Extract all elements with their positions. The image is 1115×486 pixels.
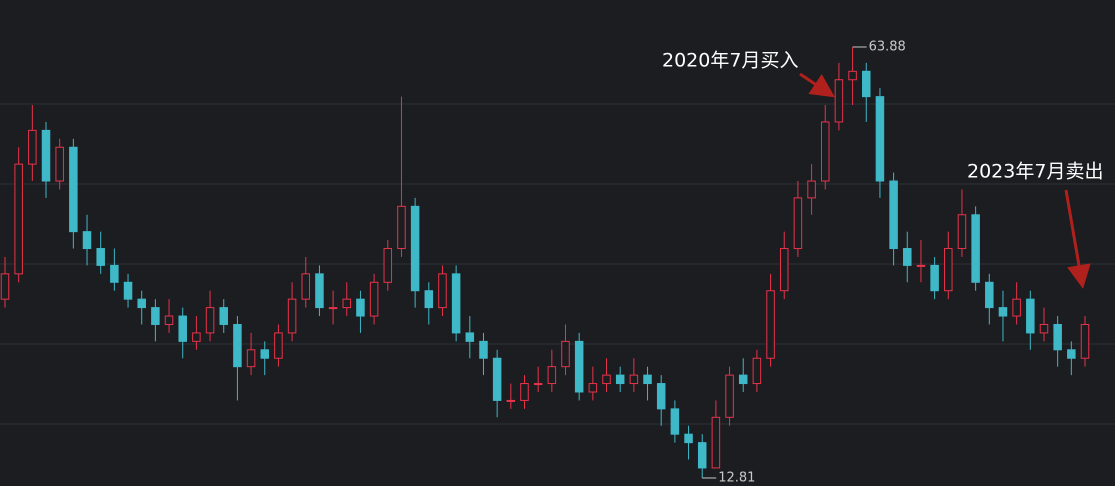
candle-body <box>451 273 461 334</box>
candle-body <box>1039 323 1049 334</box>
candle-body <box>246 349 256 368</box>
candle-body <box>697 442 707 469</box>
candle-body <box>793 197 803 250</box>
candle-body <box>985 281 994 309</box>
candle-body <box>41 129 51 182</box>
candle-body <box>602 374 611 385</box>
candle-body <box>96 248 105 266</box>
candle-body <box>274 332 283 359</box>
candle-body <box>1053 323 1062 351</box>
low-label: 12.81 <box>718 470 755 485</box>
candle-body <box>1012 298 1021 317</box>
candle-body <box>889 180 898 250</box>
annotation: 2020年7月买入 <box>662 50 798 72</box>
candle-body <box>14 163 23 275</box>
candle-body <box>629 374 639 385</box>
candle-body <box>438 273 447 309</box>
candle-body <box>110 264 119 283</box>
candle-body <box>1026 298 1035 334</box>
candle-body <box>725 374 734 418</box>
candle-body <box>164 315 174 325</box>
candle-body <box>369 281 379 317</box>
candle-body <box>492 357 502 401</box>
candle-body <box>738 374 748 385</box>
candle-body <box>397 205 406 250</box>
candle-body <box>916 264 926 267</box>
candle-body <box>957 214 967 250</box>
candle-body <box>356 298 365 317</box>
candle-body <box>287 298 297 334</box>
candle-body <box>506 399 516 402</box>
candle-body <box>903 248 912 266</box>
candle-body <box>424 290 434 309</box>
candles <box>0 47 1090 478</box>
candle-body <box>520 383 529 401</box>
candle-body <box>192 332 201 342</box>
candle-body <box>971 214 980 283</box>
candle-body <box>55 146 64 182</box>
candle-body <box>205 307 215 334</box>
candle-body <box>588 383 598 393</box>
candle-body <box>233 323 242 368</box>
candle-body <box>684 433 693 444</box>
candle-body <box>1067 349 1076 359</box>
candle-body <box>807 180 816 199</box>
candle-body <box>820 121 830 182</box>
candle-body <box>260 349 270 359</box>
candle-body <box>328 307 338 310</box>
candle-body <box>383 248 393 283</box>
candle-body <box>465 332 475 342</box>
candle-body <box>643 374 652 385</box>
candle-body <box>834 79 844 123</box>
candle-body <box>752 357 762 385</box>
candle-body <box>998 307 1008 317</box>
candle-body <box>848 70 857 81</box>
annotation: 2023年7月卖出 <box>967 161 1103 183</box>
candle-body <box>1080 323 1090 359</box>
candle-body <box>656 383 666 410</box>
candle-body <box>410 205 420 292</box>
candle-body <box>862 70 871 98</box>
candle-body <box>315 273 324 309</box>
candle-body <box>561 340 570 368</box>
candle-body <box>82 231 92 250</box>
candle-body <box>479 340 488 359</box>
candle-body <box>670 408 680 435</box>
candle-body <box>342 298 352 309</box>
arrow <box>1064 189 1091 289</box>
candle-body <box>574 340 584 393</box>
grid <box>0 103 1115 425</box>
candle-body <box>944 248 953 292</box>
candle-body <box>28 129 37 165</box>
candle-body <box>533 383 543 386</box>
candle-body <box>219 307 228 325</box>
candle-body <box>301 273 311 300</box>
candle-body <box>178 315 187 342</box>
candle-body <box>137 298 146 309</box>
candle-body <box>711 416 721 469</box>
candle-body <box>151 307 160 325</box>
candle-body <box>779 248 789 292</box>
high-label: 63.88 <box>869 40 906 55</box>
candle-body <box>766 290 775 359</box>
candle-body <box>547 366 557 385</box>
candle-body <box>875 96 885 182</box>
candle-body <box>69 146 78 233</box>
candle-body <box>930 264 939 292</box>
candle-body <box>615 374 625 385</box>
candle-body <box>123 281 133 300</box>
arrow <box>799 72 835 98</box>
candle-body <box>0 273 10 300</box>
